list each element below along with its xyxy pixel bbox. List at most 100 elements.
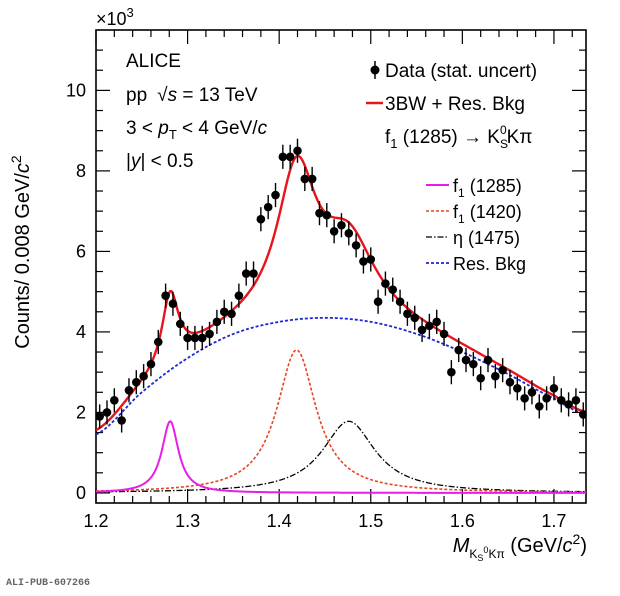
- x-tick-label: 1.7: [541, 511, 566, 531]
- data-point: [498, 365, 507, 375]
- data-point: [271, 190, 280, 200]
- y-tick-label: 2: [76, 402, 86, 422]
- data-point: [190, 333, 200, 343]
- data-point: [124, 385, 134, 395]
- data-point: [542, 394, 551, 403]
- x-tick-labels: 1.2 1.3 1.4 1.5 1.6 1.7: [83, 511, 566, 531]
- f1285-curve: [96, 420, 586, 494]
- data-point: [219, 307, 229, 317]
- data-point: [425, 321, 434, 331]
- data-point: [227, 309, 236, 319]
- data-point: [366, 255, 376, 264]
- y-tick-label: 6: [76, 241, 86, 261]
- data-point: [432, 317, 442, 327]
- data-point: [373, 297, 383, 307]
- data-point: [527, 387, 537, 397]
- data-point: [556, 396, 566, 405]
- data-point: [329, 226, 339, 236]
- f1420-curve: [96, 349, 586, 493]
- data-point: [491, 371, 500, 381]
- data-point: [403, 309, 412, 319]
- plot-frame: [95, 29, 587, 504]
- y-tick-label: 0: [76, 483, 86, 503]
- total-fit-curve: [96, 154, 586, 432]
- data-point: [469, 359, 478, 369]
- axis-ticks: [95, 30, 586, 503]
- data-point: [102, 408, 112, 417]
- data-point: [197, 333, 207, 343]
- x-tick-label: 1.2: [83, 511, 108, 531]
- data-point: [483, 355, 493, 365]
- x-axis-label: MKS0Kπ (GeV/c2): [453, 531, 587, 563]
- data-point: [139, 371, 148, 381]
- pt-range-label: 3 < pT < 4 GeV/c: [126, 118, 268, 142]
- data-point: [410, 313, 420, 323]
- data-point: [571, 396, 581, 405]
- data-point: [146, 359, 156, 369]
- legend-decay-label: f1 (1285) → KS0Kπ: [385, 123, 532, 151]
- data-point: [117, 416, 126, 425]
- data-point: [256, 214, 266, 224]
- fit-curves: [96, 154, 586, 494]
- data-point: [263, 202, 273, 212]
- data-point: [505, 377, 515, 387]
- collision-system-label: pp √s = 13 TeV: [126, 85, 258, 106]
- data-point: [153, 337, 163, 347]
- data-point: [549, 383, 559, 393]
- data-point: [534, 402, 544, 411]
- data-point: [520, 394, 529, 403]
- data-point: [388, 285, 398, 294]
- data-point: [241, 269, 251, 278]
- data-point: [322, 210, 332, 220]
- data-point: [234, 291, 244, 300]
- data-point: [110, 396, 119, 405]
- y-tick-label: 10: [66, 80, 86, 100]
- x-tick-label: 1.4: [267, 511, 292, 531]
- y-multiplier: ×103: [96, 5, 134, 29]
- mass-spectrum-chart: 1.2 1.3 1.4 1.5 1.6 1.7 0 2 4 6 8 10 ×103 Counts/ …: [8, 5, 587, 563]
- data-point: [161, 291, 170, 300]
- data-point: [454, 345, 463, 355]
- eta1475-curve: [96, 420, 586, 493]
- legend-f1285-label: f1 (1285): [453, 176, 522, 200]
- data-point: [461, 355, 471, 365]
- rapidity-label: |y| < 0.5: [126, 151, 193, 172]
- data-points: [96, 138, 586, 433]
- data-point: [212, 317, 222, 327]
- data-point: [293, 146, 302, 156]
- data-point: [205, 329, 214, 339]
- resbkg-curve: [96, 316, 586, 436]
- data-point: [285, 152, 295, 162]
- publication-id: ALI-PUB-607266: [6, 578, 91, 589]
- legend-f1420-label: f1 (1420): [453, 202, 522, 226]
- data-point: [96, 412, 104, 421]
- data-point: [513, 383, 522, 393]
- data-point: [168, 299, 178, 309]
- y-tick-label: 8: [76, 161, 86, 181]
- data-point: [249, 269, 258, 278]
- legend-data-marker: [370, 65, 380, 75]
- legend-data-label: Data (stat. uncert): [385, 61, 537, 82]
- data-point: [300, 174, 310, 184]
- data-point: [337, 220, 346, 230]
- experiment-label: ALICE: [126, 51, 181, 72]
- data-point: [307, 174, 317, 184]
- x-tick-label: 1.3: [175, 511, 200, 531]
- data-point: [344, 228, 354, 238]
- legend-bottom: f1 (1285) f1 (1420) η (1475) Res. Bkg: [426, 176, 526, 274]
- data-point: [395, 297, 405, 307]
- data-point: [359, 257, 368, 266]
- data-point: [183, 333, 192, 343]
- legend-top: Data (stat. uncert) 3BW + Res. Bkg f1 (1…: [366, 61, 537, 151]
- data-point: [381, 279, 390, 288]
- y-axis-label: Counts/ 0.008 GeV/c2: [8, 155, 34, 349]
- data-point: [315, 208, 324, 218]
- x-tick-label: 1.6: [450, 511, 475, 531]
- data-point: [278, 152, 288, 162]
- x-tick-label: 1.5: [358, 511, 383, 531]
- legend-eta-label: η (1475): [453, 228, 520, 248]
- data-point: [175, 319, 185, 329]
- data-point: [439, 329, 449, 339]
- legend-fit-label: 3BW + Res. Bkg: [385, 94, 525, 115]
- data-point: [417, 325, 427, 335]
